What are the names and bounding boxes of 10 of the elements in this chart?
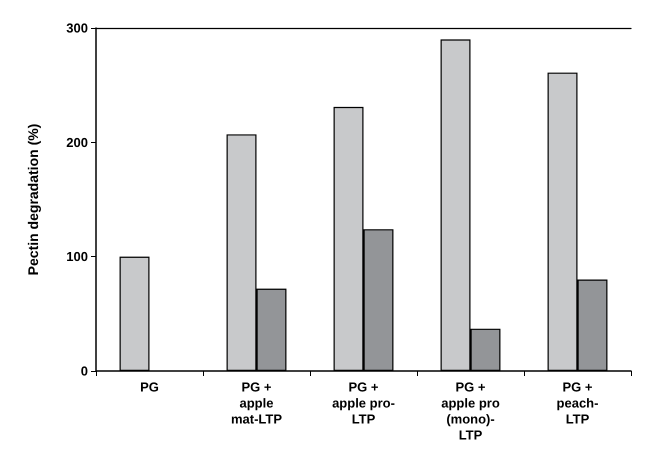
x-tick-label: PG bbox=[140, 380, 159, 394]
y-tick-label: 0 bbox=[80, 364, 88, 378]
y-tick-label: 200 bbox=[66, 134, 88, 150]
x-tick-label: PG + peach- LTP bbox=[556, 380, 598, 426]
x-tick-label: PG + apple mat-LTP bbox=[230, 380, 282, 426]
x-tick-label: PG + apple pro (mono)- LTP bbox=[441, 380, 500, 442]
y-tick-label: 100 bbox=[66, 249, 88, 264]
y-tick-label: 300 bbox=[66, 20, 88, 36]
y-axis-title: Pectin degradation (%) bbox=[25, 124, 41, 276]
x-tick-label: PG + apple pro- LTP bbox=[332, 380, 395, 426]
